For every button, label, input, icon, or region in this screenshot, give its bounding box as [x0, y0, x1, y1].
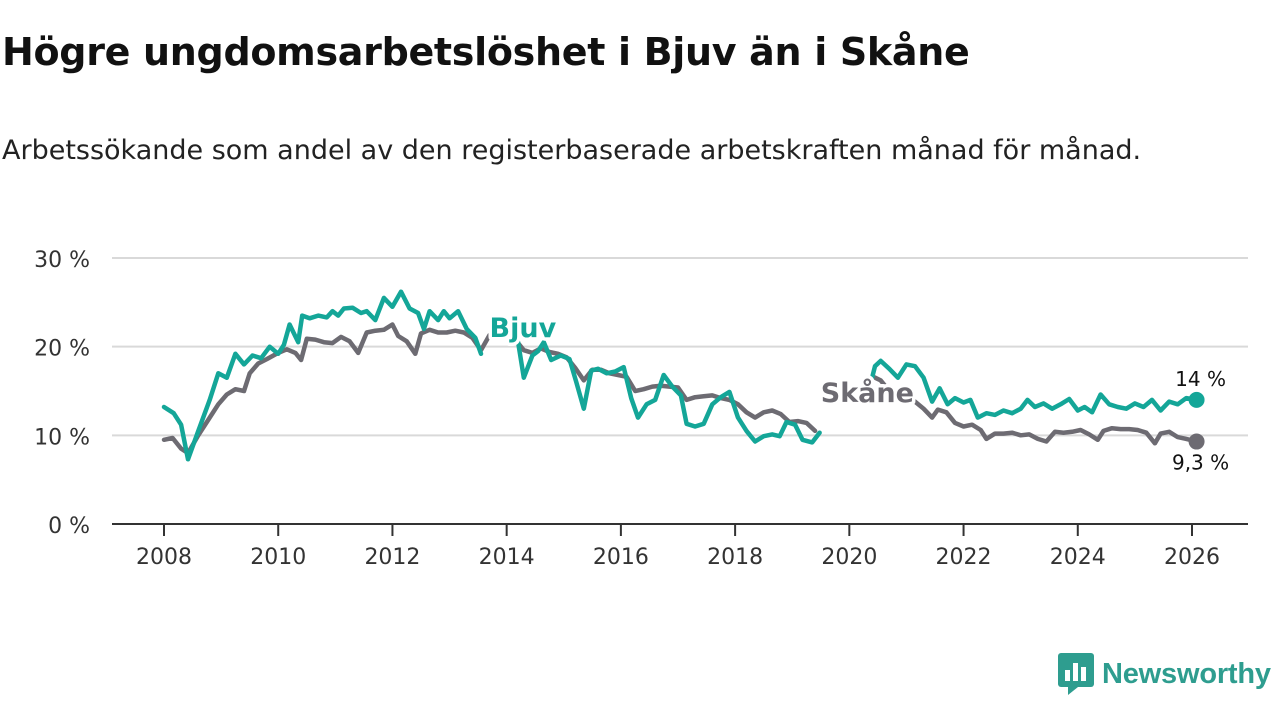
labels: 14 % 9,3 % Bjuv Skåne — [486, 309, 1229, 475]
x-tick-label: 2008 — [136, 545, 192, 570]
bjuv-series-label: Bjuv — [490, 313, 557, 344]
skane-end-marker — [1188, 433, 1205, 450]
series-lines — [161, 289, 1205, 462]
newsworthy-logo[interactable]: Newsworthy — [1058, 652, 1271, 696]
x-tick-label: 2022 — [936, 545, 992, 570]
x-tick-label: 2020 — [821, 545, 877, 570]
x-tick-label: 2024 — [1050, 545, 1106, 570]
y-tick-label: 10 % — [34, 425, 90, 450]
brand-name: Newsworthy — [1102, 657, 1271, 690]
bjuv-end-value: 14 % — [1175, 367, 1226, 391]
bjuv-end-marker — [1188, 391, 1205, 408]
y-tick-label: 0 % — [48, 514, 90, 539]
x-tick-label: 2010 — [250, 545, 306, 570]
newsworthy-icon — [1058, 653, 1094, 695]
y-tick-label: 20 % — [34, 337, 90, 362]
x-tick-label: 2012 — [364, 545, 420, 570]
x-tick-label: 2016 — [593, 545, 649, 570]
bjuv-line — [161, 289, 484, 462]
bjuv-line — [864, 358, 1199, 420]
x-tick-label: 2014 — [479, 545, 535, 570]
chart-subtitle: Arbetssökande som andel av den registerb… — [2, 135, 1142, 166]
y-tick-label: 30 % — [34, 248, 90, 273]
bjuv-line — [515, 339, 822, 445]
skane-line — [871, 374, 1199, 446]
axes: 0 % 10 % 20 % 30 % 2008 2010 2012 2014 2016 2018 2… — [34, 248, 1248, 570]
x-tick-label: 2026 — [1164, 545, 1220, 570]
x-tick-label: 2018 — [707, 545, 763, 570]
skane-series-label: Skåne — [821, 377, 914, 409]
skane-end-value: 9,3 % — [1172, 451, 1229, 475]
chart-title: Högre ungdomsarbetslöshet i Bjuv än i Sk… — [2, 30, 970, 74]
gridlines — [112, 257, 1248, 437]
